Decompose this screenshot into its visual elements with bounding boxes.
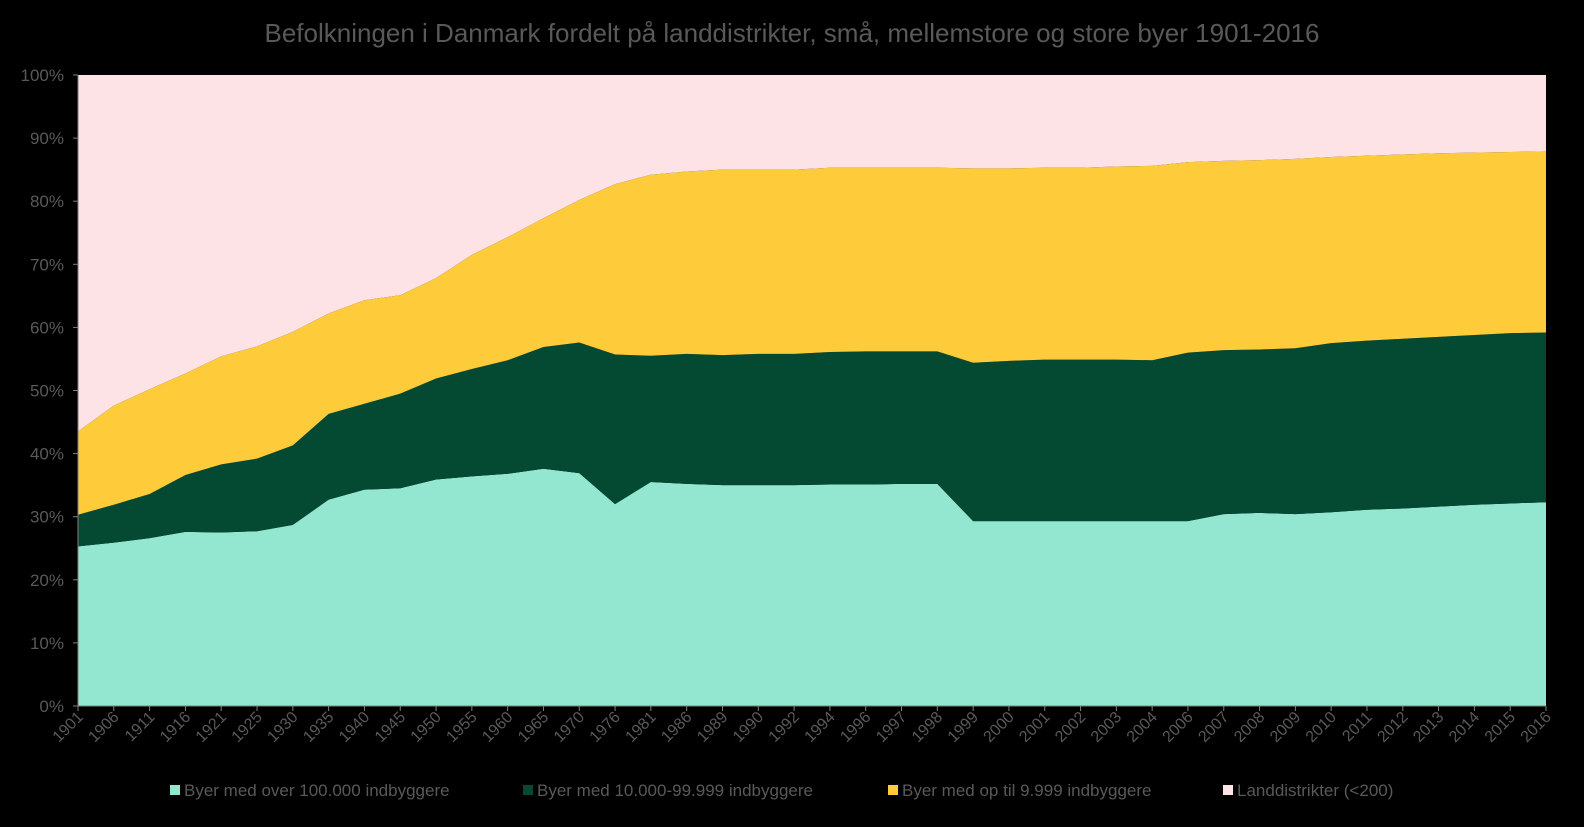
- legend: Byer med over 100.000 indbyggere Byer med…: [170, 781, 1393, 800]
- legend-label: Byer med 10.000-99.999 indbyggere: [537, 781, 813, 800]
- x-tick-label: 1999: [945, 709, 982, 746]
- x-tick-label: 1965: [515, 709, 552, 746]
- x-tick-label: 1945: [372, 709, 409, 746]
- x-tick-label: 1921: [193, 709, 230, 746]
- y-tick-label: 70%: [30, 255, 64, 274]
- legend-swatch: [170, 785, 180, 795]
- x-tick-label: 2002: [1052, 709, 1089, 746]
- x-tick-label: 1994: [802, 709, 839, 746]
- x-tick-label: 1986: [658, 709, 695, 746]
- x-tick-label: 2003: [1088, 709, 1125, 746]
- x-tick-label: 1930: [264, 709, 301, 746]
- y-axis: 0% 10% 20% 30% 40% 50% 60% 70% 80% 90% 100%: [21, 66, 79, 716]
- x-tick-label: 1911: [122, 709, 158, 745]
- legend-swatch: [523, 785, 533, 795]
- y-tick-label: 80%: [30, 192, 64, 211]
- y-tick-label: 0%: [39, 697, 64, 716]
- series-area-3: [78, 151, 1546, 515]
- x-tick-label: 2015: [1482, 709, 1519, 746]
- legend-swatch: [888, 785, 898, 795]
- x-tick-label: 1940: [336, 709, 373, 746]
- x-tick-label: 1992: [766, 709, 803, 746]
- x-tick-label: 2009: [1267, 709, 1304, 746]
- x-tick-label: 1998: [909, 709, 946, 746]
- x-tick-label: 1916: [157, 709, 194, 746]
- y-tick-label: 100%: [21, 66, 64, 85]
- legend-swatch: [1223, 785, 1233, 795]
- legend-item-2: Byer med 10.000-99.999 indbyggere: [523, 781, 813, 800]
- series-area-1: [78, 468, 1546, 706]
- y-tick-label: 50%: [30, 382, 64, 401]
- y-tick-label: 30%: [30, 508, 64, 527]
- legend-label: Byer med over 100.000 indbyggere: [184, 781, 450, 800]
- x-tick-label: 1935: [300, 709, 337, 746]
- x-tick-label: 1996: [837, 709, 874, 746]
- x-tick-label: 2007: [1195, 709, 1232, 746]
- x-tick-label: 1990: [730, 709, 767, 746]
- x-tick-label: 2010: [1303, 709, 1340, 746]
- legend-label: Byer med op til 9.999 indbyggere: [902, 781, 1152, 800]
- x-tick-label: 2012: [1374, 709, 1411, 746]
- x-tick-label: 2016: [1518, 709, 1555, 746]
- x-tick-label: 1925: [229, 709, 266, 746]
- x-tick-label: 2008: [1231, 709, 1268, 746]
- y-tick-label: 10%: [30, 634, 64, 653]
- legend-label: Landdistrikter (<200): [1237, 781, 1393, 800]
- x-tick-label: 1976: [587, 709, 624, 746]
- y-tick-label: 90%: [30, 129, 64, 148]
- x-tick-label: 2014: [1446, 709, 1483, 746]
- x-tick-label: 2013: [1410, 709, 1447, 746]
- chart-title: Befolkningen i Danmark fordelt på landdi…: [265, 18, 1320, 48]
- legend-item-1: Byer med over 100.000 indbyggere: [170, 781, 450, 800]
- x-tick-label: 1989: [694, 709, 731, 746]
- x-tick-label: 1955: [443, 709, 480, 746]
- x-tick-label: 2004: [1124, 709, 1161, 746]
- series-area-4: [78, 75, 1546, 432]
- x-tick-label: 1997: [873, 709, 910, 746]
- legend-item-3: Byer med op til 9.999 indbyggere: [888, 781, 1152, 800]
- x-tick-label: 2000: [981, 709, 1018, 746]
- plot-area: [78, 75, 1546, 706]
- x-tick-label: 1950: [408, 709, 445, 746]
- legend-item-4: Landdistrikter (<200): [1223, 781, 1393, 800]
- series-area-2: [78, 332, 1546, 547]
- x-tick-label: 2011: [1339, 709, 1375, 745]
- x-tick-label: 1970: [551, 709, 588, 746]
- x-tick-label: 1981: [623, 709, 660, 746]
- x-tick-label: 2006: [1160, 709, 1197, 746]
- y-tick-label: 40%: [30, 445, 64, 464]
- x-tick-label: 2001: [1016, 709, 1053, 746]
- y-tick-label: 60%: [30, 318, 64, 337]
- x-tick-label: 1960: [479, 709, 516, 746]
- y-tick-label: 20%: [30, 571, 64, 590]
- x-tick-label: 1906: [85, 709, 122, 746]
